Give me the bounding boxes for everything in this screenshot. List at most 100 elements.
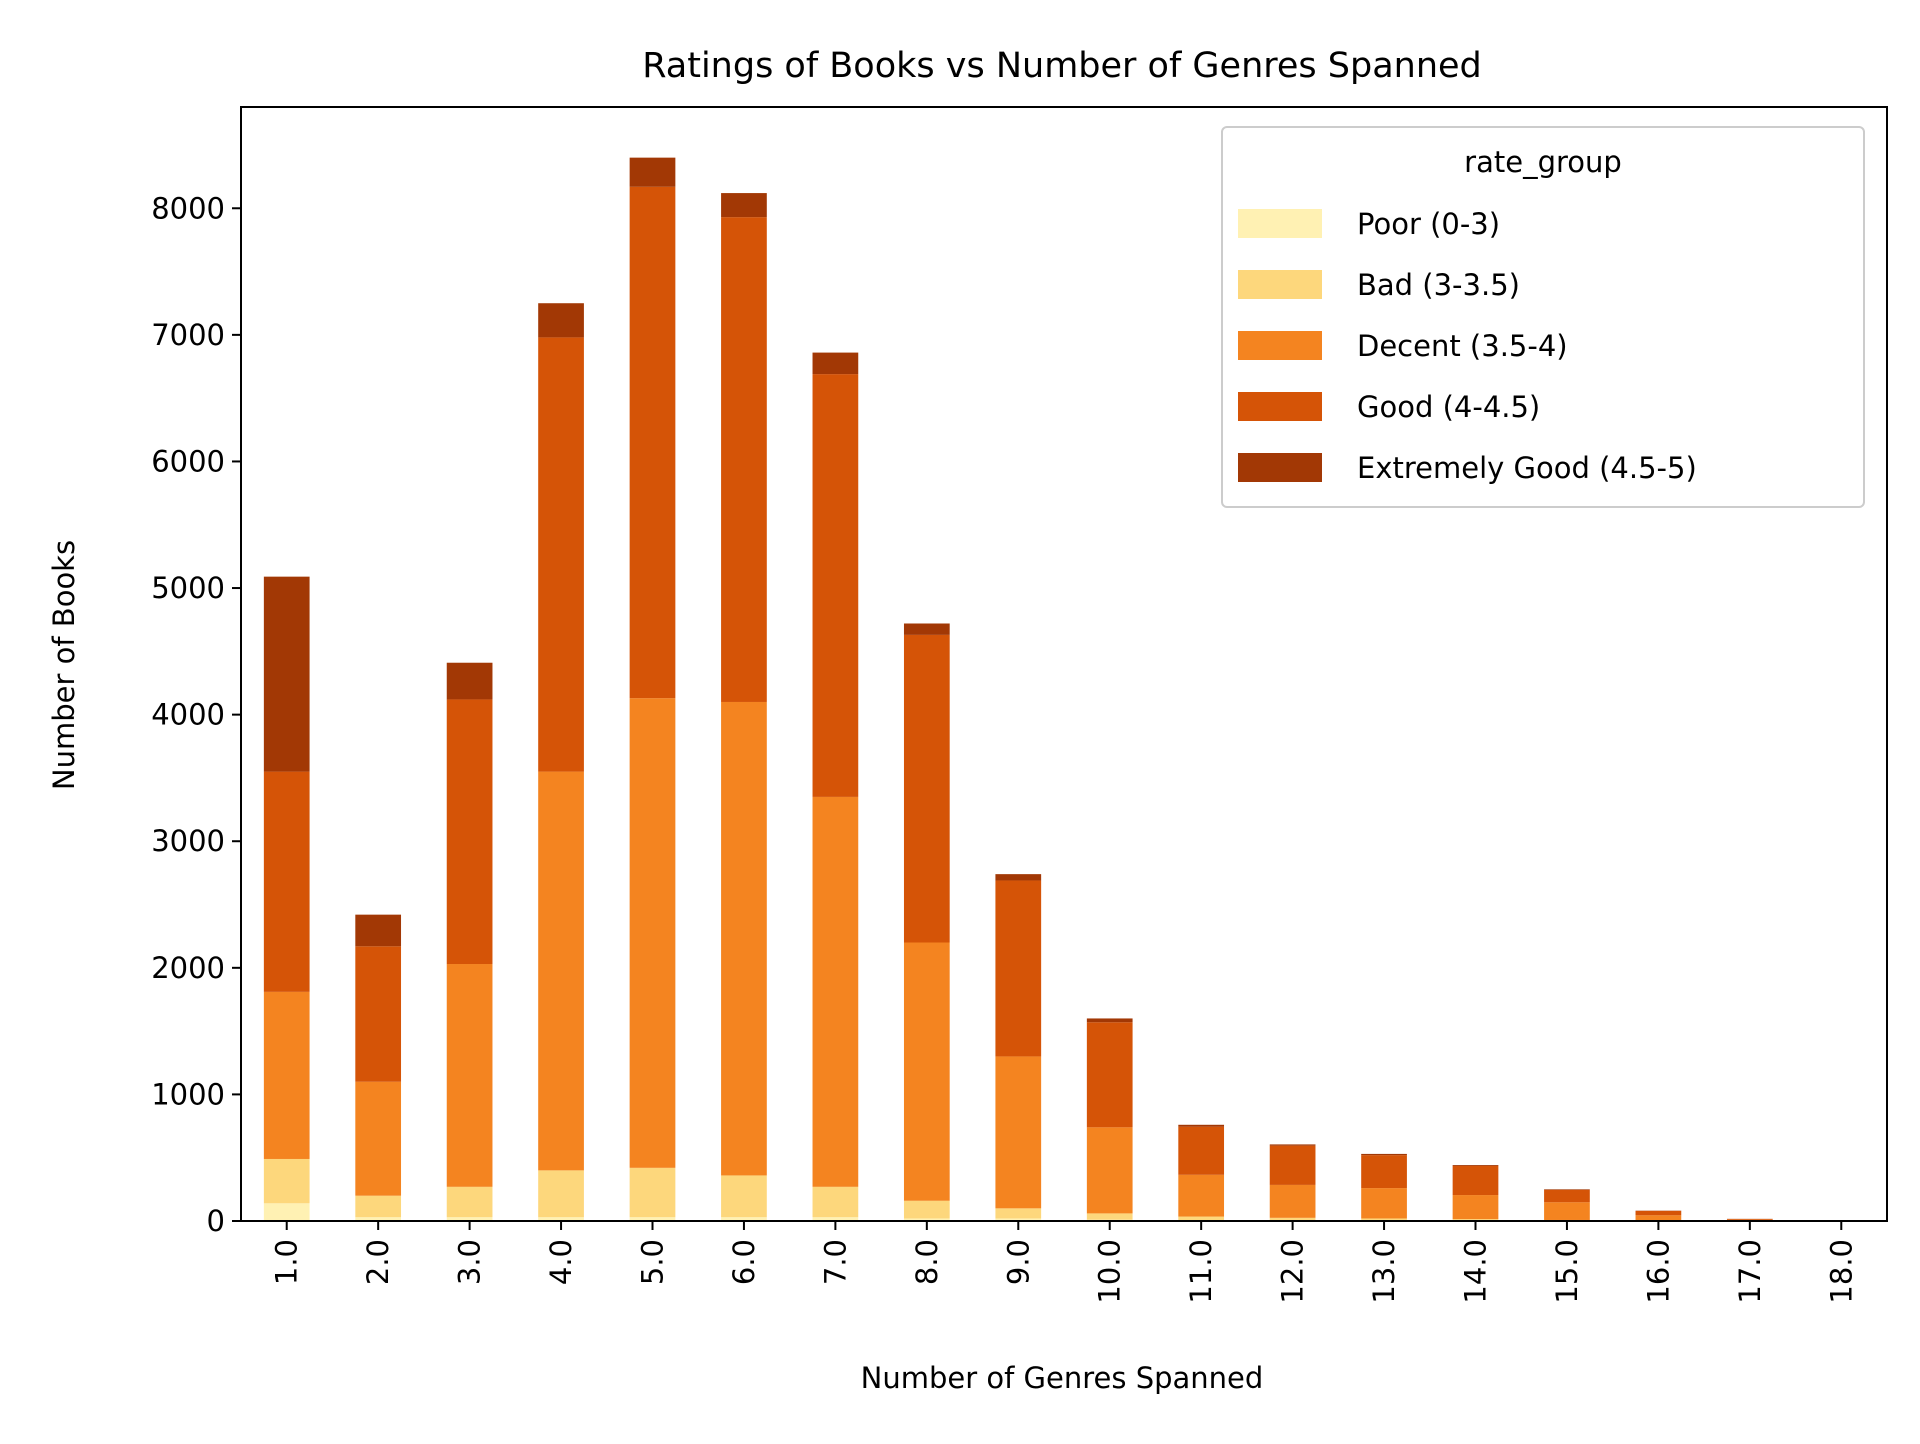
x-tick-label: 5.0 bbox=[636, 1239, 670, 1285]
bar-segment bbox=[721, 217, 767, 702]
legend-swatch bbox=[1238, 209, 1322, 238]
bar-segment bbox=[1453, 1165, 1499, 1166]
legend-swatch bbox=[1238, 331, 1322, 360]
chart-title: Ratings of Books vs Number of Genres Spa… bbox=[642, 46, 1482, 86]
x-tick-label: 8.0 bbox=[910, 1239, 944, 1285]
bar-segment bbox=[264, 577, 310, 772]
x-tick-label: 18.0 bbox=[1824, 1239, 1858, 1304]
bar-segment bbox=[904, 943, 950, 1201]
y-tick-label: 6000 bbox=[151, 444, 225, 478]
bar-segment bbox=[630, 187, 676, 698]
x-tick-label: 9.0 bbox=[1001, 1239, 1035, 1285]
y-tick-label: 2000 bbox=[151, 951, 225, 985]
x-tick-label: 15.0 bbox=[1550, 1239, 1584, 1304]
x-tick-label: 16.0 bbox=[1641, 1239, 1675, 1304]
bar-segment bbox=[904, 1201, 950, 1219]
bar-segment bbox=[1087, 1213, 1133, 1219]
bar-segment bbox=[1270, 1144, 1316, 1145]
bar-segment bbox=[1270, 1146, 1316, 1185]
y-tick-label: 8000 bbox=[151, 191, 225, 225]
bar-segment bbox=[1636, 1211, 1682, 1215]
bar-segment bbox=[995, 874, 1041, 880]
bar-segment bbox=[1178, 1217, 1224, 1221]
bar-segment bbox=[904, 635, 950, 943]
bar-segment bbox=[721, 702, 767, 1175]
bar-segment bbox=[1453, 1195, 1499, 1219]
bar-segment bbox=[538, 1170, 584, 1217]
legend-label: Good (4-4.5) bbox=[1357, 390, 1540, 424]
bar-segment bbox=[1178, 1127, 1224, 1175]
bar-segment bbox=[538, 337, 584, 771]
x-tick-label: 6.0 bbox=[727, 1239, 761, 1285]
x-tick-label: 10.0 bbox=[1093, 1239, 1127, 1304]
bar-segment bbox=[1178, 1175, 1224, 1217]
bar-segment bbox=[813, 797, 859, 1187]
y-axis-label: Number of Books bbox=[47, 540, 81, 790]
bar-segment bbox=[1087, 1022, 1133, 1127]
x-tick-label: 11.0 bbox=[1184, 1239, 1218, 1304]
x-tick-label: 14.0 bbox=[1459, 1239, 1493, 1304]
bar-segment bbox=[1636, 1215, 1682, 1220]
bar-segment bbox=[355, 946, 401, 1081]
bar-segment bbox=[1727, 1219, 1773, 1220]
y-tick-label: 5000 bbox=[151, 571, 225, 605]
bar-segment bbox=[1544, 1189, 1590, 1190]
bar-segment bbox=[447, 964, 493, 1187]
y-tick-label: 1000 bbox=[151, 1077, 225, 1111]
bar-segment bbox=[1178, 1125, 1224, 1127]
legend-swatch bbox=[1238, 392, 1322, 421]
bar-segment bbox=[1544, 1202, 1590, 1220]
legend-swatch bbox=[1238, 453, 1322, 482]
bar-segment bbox=[538, 303, 584, 337]
bar-segment bbox=[1361, 1188, 1407, 1218]
bar-segment bbox=[264, 1159, 310, 1203]
x-tick-label: 1.0 bbox=[270, 1239, 304, 1285]
bar-segment bbox=[447, 663, 493, 700]
legend-label: Bad (3-3.5) bbox=[1357, 268, 1520, 302]
bar-segment bbox=[1544, 1190, 1590, 1202]
bar-segment bbox=[721, 1175, 767, 1217]
bar-segment bbox=[1453, 1166, 1499, 1195]
bar-segment bbox=[355, 915, 401, 947]
bar-segment bbox=[1361, 1155, 1407, 1188]
bar-segment bbox=[1270, 1185, 1316, 1218]
bar-segment bbox=[1361, 1154, 1407, 1155]
bar-segment bbox=[1270, 1218, 1316, 1221]
bar-segment bbox=[995, 1056, 1041, 1208]
bar-segment bbox=[1087, 1127, 1133, 1213]
x-tick-label: 2.0 bbox=[361, 1239, 395, 1285]
bar-segment bbox=[813, 374, 859, 797]
x-tick-label: 4.0 bbox=[544, 1239, 578, 1285]
bar-segment bbox=[995, 1208, 1041, 1218]
x-tick-label: 13.0 bbox=[1367, 1239, 1401, 1304]
y-tick-label: 4000 bbox=[151, 698, 225, 732]
x-axis-label: Number of Genres Spanned bbox=[861, 1361, 1264, 1395]
bar-segment bbox=[538, 772, 584, 1171]
legend-label: Poor (0-3) bbox=[1357, 207, 1500, 241]
y-tick-label: 3000 bbox=[151, 824, 225, 858]
y-tick-label: 7000 bbox=[151, 318, 225, 352]
bar-segment bbox=[1087, 1018, 1133, 1022]
y-tick-label: 0 bbox=[207, 1204, 225, 1238]
bar-segment bbox=[264, 992, 310, 1159]
bar-segment bbox=[447, 1187, 493, 1217]
bar-segment bbox=[264, 772, 310, 992]
legend-title: rate_group bbox=[1464, 145, 1622, 179]
legend-label: Decent (3.5-4) bbox=[1357, 329, 1568, 363]
x-tick-label: 7.0 bbox=[818, 1239, 852, 1285]
bar-segment bbox=[721, 193, 767, 217]
bar-segment bbox=[447, 699, 493, 964]
x-tick-label: 12.0 bbox=[1276, 1239, 1310, 1304]
x-tick-label: 17.0 bbox=[1733, 1239, 1767, 1304]
bar-segment bbox=[264, 1203, 310, 1221]
bar-segment bbox=[630, 1168, 676, 1217]
legend-label: Extremely Good (4.5-5) bbox=[1357, 451, 1697, 485]
bar-segment bbox=[813, 353, 859, 375]
bar-segment bbox=[813, 1187, 859, 1217]
bar-segment bbox=[355, 1082, 401, 1196]
bar-segment bbox=[355, 1196, 401, 1218]
bar-segment bbox=[630, 158, 676, 187]
legend-frame bbox=[1222, 127, 1864, 507]
